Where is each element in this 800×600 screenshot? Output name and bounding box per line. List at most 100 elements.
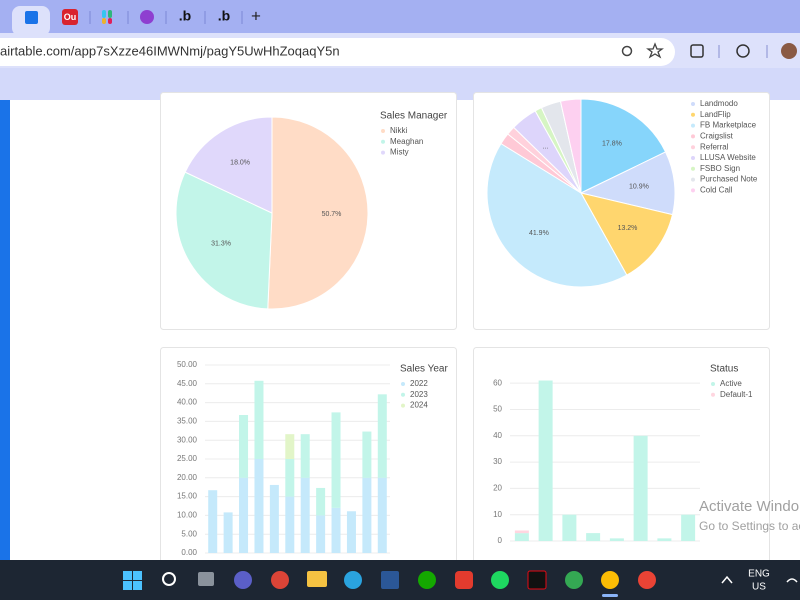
legend-label: Nikki xyxy=(390,126,408,135)
slice-label: 50.7% xyxy=(322,211,342,218)
bar-segment xyxy=(285,459,295,497)
app-icon[interactable] xyxy=(344,571,362,589)
app-icon[interactable] xyxy=(271,571,289,589)
legend-swatch xyxy=(691,156,695,160)
slice-label: 17.8% xyxy=(602,140,622,147)
new-tab[interactable]: + xyxy=(251,6,261,25)
zoom-icon[interactable] xyxy=(621,45,633,57)
bar-segment xyxy=(377,477,387,553)
taskview-icon[interactable] xyxy=(198,572,214,586)
app-icon[interactable] xyxy=(491,571,509,589)
app-icon[interactable] xyxy=(418,571,436,589)
bar-segment xyxy=(285,496,295,553)
history-icon[interactable] xyxy=(736,44,750,58)
legend-swatch xyxy=(691,102,695,106)
region[interactable]: US xyxy=(752,582,766,593)
app-icon[interactable] xyxy=(307,571,327,587)
y-tick-label: 5.00 xyxy=(181,529,197,538)
bar-segment xyxy=(331,412,341,508)
legend-swatch xyxy=(401,392,405,397)
legend-swatch xyxy=(691,123,695,128)
y-tick-label: 30.00 xyxy=(177,435,198,444)
legend-label: FSBO Sign xyxy=(700,164,740,173)
app-icon[interactable] xyxy=(381,571,399,589)
legend-label: 2022 xyxy=(410,379,428,388)
watermark-subtitle: Go to Settings to ac xyxy=(699,519,800,533)
tab-icon[interactable] xyxy=(140,10,154,24)
bar-segment xyxy=(377,394,387,478)
bar-segment xyxy=(239,415,249,478)
y-tick-label: 50 xyxy=(493,405,502,414)
bar-segment xyxy=(254,459,264,553)
pie-slice xyxy=(580,98,667,194)
tray-chevron[interactable] xyxy=(721,575,733,584)
pie-slice xyxy=(175,171,273,310)
slack-icon[interactable] xyxy=(102,10,112,24)
language[interactable]: ENG xyxy=(748,569,770,580)
pie-slice xyxy=(486,142,628,288)
y-tick-label: 45.00 xyxy=(177,379,198,388)
bar-segment xyxy=(362,431,372,478)
legend-label: LLUSA Website xyxy=(700,153,756,162)
extensions-icon[interactable] xyxy=(690,44,704,58)
slice-label: ... xyxy=(543,144,549,151)
legend-label: 2024 xyxy=(410,401,428,410)
legend-label: Referral xyxy=(700,142,729,151)
start-button[interactable] xyxy=(123,571,142,590)
legend-swatch xyxy=(691,134,695,139)
legend-label: Meaghan xyxy=(390,137,423,146)
app-icon[interactable] xyxy=(565,571,583,589)
bar-segment xyxy=(316,515,326,553)
tab-bar xyxy=(0,0,800,33)
slice-label: 41.9% xyxy=(529,230,549,237)
tab-label[interactable]: .b xyxy=(179,8,191,24)
tab-label[interactable]: .b xyxy=(218,8,230,24)
y-tick-label: 50.00 xyxy=(177,360,198,369)
legend-swatch xyxy=(401,403,405,408)
bar-segment xyxy=(362,477,372,553)
bar-segment xyxy=(300,477,310,553)
tab-icon xyxy=(25,11,38,24)
legend-label: Misty xyxy=(390,148,409,157)
sidebar-strip xyxy=(0,100,10,560)
pie-slice xyxy=(184,116,273,214)
app-icon[interactable] xyxy=(527,570,547,590)
y-tick-label: 20 xyxy=(493,483,502,492)
y-tick-label: 10.00 xyxy=(177,511,198,520)
bar-segment xyxy=(239,477,249,553)
profile-avatar[interactable] xyxy=(781,43,797,59)
search-icon[interactable] xyxy=(162,572,176,586)
app-icon[interactable] xyxy=(455,571,473,589)
address-bar[interactable] xyxy=(0,38,675,66)
legend-swatch xyxy=(691,166,695,171)
legend-swatch xyxy=(691,188,695,193)
app-icon[interactable] xyxy=(234,571,252,589)
slice-label: 10.9% xyxy=(629,183,649,190)
tab-icon[interactable] xyxy=(62,9,78,25)
bookmark-icon[interactable] xyxy=(646,42,664,59)
bar-segment xyxy=(609,538,624,541)
app-icon[interactable] xyxy=(638,571,656,589)
bar-segment xyxy=(657,538,672,541)
bar-segment xyxy=(562,514,577,541)
bar-segment xyxy=(514,530,529,534)
bar-segment xyxy=(269,484,279,553)
y-tick-label: 40.00 xyxy=(177,398,198,407)
legend-label: Cold Call xyxy=(700,186,733,195)
legend-label: LandFlip xyxy=(700,110,731,119)
bar-segment xyxy=(586,533,601,541)
legend-label: Craigslist xyxy=(700,132,734,141)
bar-segment xyxy=(316,487,326,516)
y-tick-label: 0 xyxy=(498,536,503,545)
slice-label: 13.2% xyxy=(618,225,638,232)
app-icon[interactable] xyxy=(601,571,619,589)
pie-slice xyxy=(559,98,582,194)
watermark-title: Activate Windo xyxy=(699,498,799,515)
y-tick-label: 60 xyxy=(493,378,502,387)
legend-label: Active xyxy=(720,379,742,388)
wifi-icon[interactable] xyxy=(786,578,798,583)
legend-label: Purchased Note xyxy=(700,175,758,184)
bar-segment xyxy=(300,434,310,478)
legend-swatch xyxy=(381,139,385,144)
